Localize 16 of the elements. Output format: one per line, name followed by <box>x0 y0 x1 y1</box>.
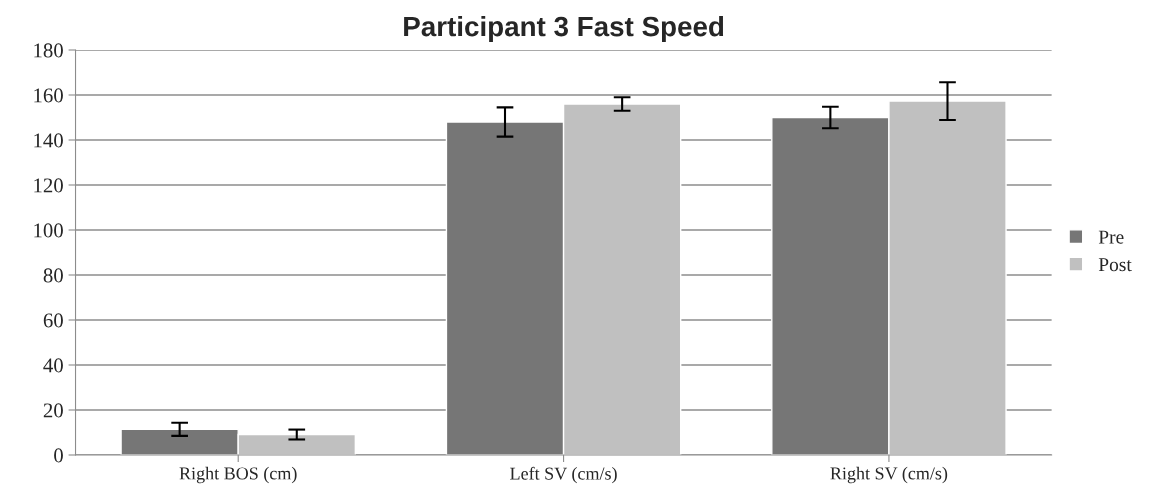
y-tick-label: 0 <box>54 448 63 463</box>
chart-title: Participant 3 Fast Speed <box>404 15 724 42</box>
y-tick-label: 140 <box>34 133 63 148</box>
y-tick-label: 160 <box>34 88 63 103</box>
y-tick-label: 80 <box>43 268 63 283</box>
x-tick-label: Right SV (cm/s) <box>830 466 948 484</box>
y-tick-label: 120 <box>34 178 63 193</box>
x-tick-label: Right BOS (cm) <box>179 466 297 484</box>
legend-label: Post <box>1098 258 1132 272</box>
y-tick-label: 180 <box>34 43 63 58</box>
y-tick-label: 100 <box>34 223 63 238</box>
y-tick-label: 20 <box>43 403 63 418</box>
y-tick-label: 60 <box>43 313 63 328</box>
y-tick-label: 40 <box>43 358 63 373</box>
legend-label: Pre <box>1098 230 1124 244</box>
x-tick-label: Left SV (cm/s) <box>510 466 617 484</box>
